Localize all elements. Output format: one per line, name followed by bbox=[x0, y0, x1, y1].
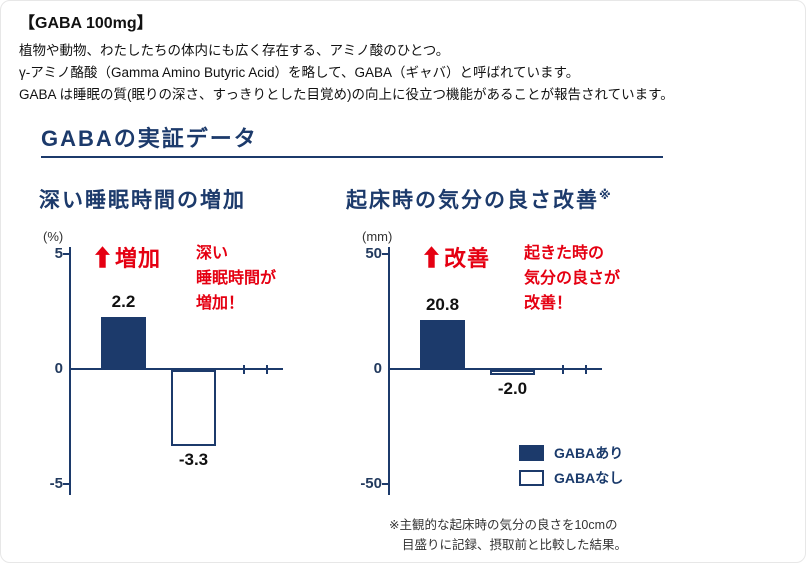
y-tick-mark bbox=[63, 483, 69, 485]
bar-gaba-none bbox=[171, 370, 216, 446]
chart-title: 起床時の気分の良さ改善※ bbox=[346, 184, 611, 214]
annotation-badge-text: 改善 bbox=[444, 246, 491, 271]
y-tick-label: 5 bbox=[54, 245, 63, 262]
header-text-line: GABA は睡眠の質(眠りの深さ、すっきりとした目覚め)の向上に役立つ機能がある… bbox=[19, 87, 674, 102]
bar-gaba-filled bbox=[101, 317, 146, 368]
bar-gaba-filled bbox=[420, 320, 465, 368]
bar-value-label: -3.3 bbox=[178, 449, 209, 469]
y-axis-line bbox=[388, 247, 390, 495]
x-tick-mark bbox=[562, 365, 564, 374]
y-tick-label: -50 bbox=[360, 475, 382, 492]
bar-value-label: 2.2 bbox=[111, 292, 136, 312]
legend-item-gaba: GABAあり bbox=[519, 445, 623, 461]
legend-swatch-filled bbox=[519, 445, 544, 461]
bar-value-label: -2.0 bbox=[497, 378, 528, 398]
y-tick-mark bbox=[382, 253, 388, 255]
y-axis-line bbox=[69, 247, 71, 495]
footnote-line: ※主観的な起床時の気分の良さを10cmの bbox=[389, 518, 618, 532]
plot-area: (%) 5 0 -5 2.2 -3.3 増加 深い 睡眠時間が 増加！ bbox=[39, 229, 369, 519]
annotation-line: 起きた時の bbox=[524, 245, 605, 262]
bar-value-label: 20.8 bbox=[425, 295, 460, 315]
x-tick-mark bbox=[243, 365, 245, 374]
header-text-line: γ-アミノ酪酸（Gamma Amino Butyric Acid）を略して、GA… bbox=[19, 65, 580, 80]
x-axis-line bbox=[388, 368, 602, 370]
chart-deep-sleep: 深い睡眠時間の増加 (%) 5 0 -5 2.2 -3.3 増加 深い 睡眠時間… bbox=[39, 184, 369, 529]
y-tick-label: 0 bbox=[373, 360, 382, 377]
bar-gaba-none bbox=[490, 370, 535, 375]
annotation-line: 気分の良さが bbox=[524, 270, 621, 287]
annotation-description: 起きた時の 気分の良さが 改善！ bbox=[524, 241, 664, 316]
annotation-badge: 改善 bbox=[424, 241, 490, 273]
footnote: ※主観的な起床時の気分の良さを10cmの 目盛りに記録、摂取前と比較した結果。 bbox=[389, 515, 689, 555]
footnote-line: 目盛りに記録、摂取前と比較した結果。 bbox=[402, 538, 628, 552]
y-tick-mark bbox=[382, 483, 388, 485]
annotation-line: 増加！ bbox=[196, 295, 245, 312]
legend-swatch-outline bbox=[519, 470, 544, 486]
legend: GABAあり GABAなし bbox=[519, 445, 623, 495]
annotation-badge-text: 増加 bbox=[115, 246, 162, 271]
x-tick-mark bbox=[585, 365, 587, 374]
annotation-line: 睡眠時間が bbox=[196, 270, 277, 287]
up-arrow-icon bbox=[424, 246, 439, 268]
y-tick-mark bbox=[63, 253, 69, 255]
legend-label: GABAあり bbox=[554, 445, 624, 461]
x-axis-line bbox=[69, 368, 283, 370]
y-tick-label: 0 bbox=[54, 360, 63, 377]
up-arrow-icon bbox=[95, 246, 110, 268]
section-title: GABAの実証データ bbox=[41, 126, 258, 151]
annotation-line: 深い bbox=[196, 245, 229, 262]
y-axis-unit-label: (mm) bbox=[362, 229, 393, 244]
annotation-description: 深い 睡眠時間が 増加！ bbox=[196, 241, 336, 316]
legend-label: GABAなし bbox=[554, 470, 624, 486]
legend-item-no-gaba: GABAなし bbox=[519, 470, 623, 486]
chart-title-note: ※ bbox=[599, 188, 611, 202]
chart-title: 深い睡眠時間の増加 bbox=[39, 184, 246, 214]
annotation-badge: 増加 bbox=[95, 241, 161, 273]
y-axis-unit-label: (%) bbox=[43, 229, 64, 244]
y-tick-label: 50 bbox=[365, 245, 382, 262]
header-text-line: 植物や動物、わたしたちの体内にも広く存在する、アミノ酸のひとつ。 bbox=[19, 43, 450, 58]
section-divider bbox=[41, 156, 663, 158]
page-title: 【GABA 100mg】 bbox=[19, 15, 153, 32]
annotation-line: 改善！ bbox=[524, 295, 573, 312]
y-tick-label: -5 bbox=[49, 475, 63, 492]
header: 【GABA 100mg】 植物や動物、わたしたちの体内にも広く存在する、アミノ酸… bbox=[19, 9, 799, 106]
x-tick-mark bbox=[266, 365, 268, 374]
chart-title-text: 起床時の気分の良さ改善 bbox=[346, 189, 599, 212]
chart-wake-mood: 起床時の気分の良さ改善※ (mm) 50 0 -50 20.8 -2.0 改善 … bbox=[346, 184, 676, 529]
chart-title-text: 深い睡眠時間の増加 bbox=[39, 189, 246, 212]
plot-area: (mm) 50 0 -50 20.8 -2.0 改善 起きた時の 気分の良さが … bbox=[358, 229, 688, 519]
